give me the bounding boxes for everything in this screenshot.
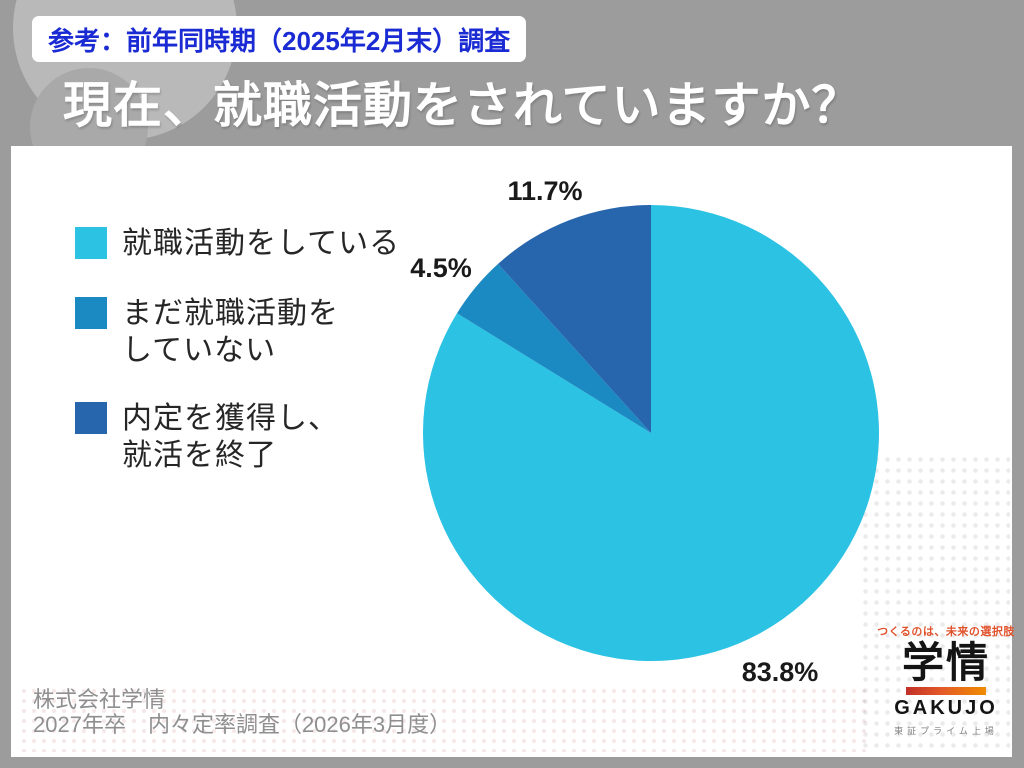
logo-gradient-bar — [906, 687, 986, 695]
legend-item-finished: 内定を獲得し、 就活を終了 — [75, 400, 339, 474]
legend-item-active: 就職活動をしている — [75, 225, 400, 262]
pie-label-finished: 11.7% — [507, 176, 583, 206]
legend-label-line: 就活を終了 — [122, 439, 277, 472]
reference-badge-text: 参考：前年同時期（2025年2月末）調査 — [48, 25, 511, 56]
pie-label-not-started: 4.5% — [410, 253, 472, 283]
source-survey: 2027年卒 内々定率調査（2026年3月度） — [33, 712, 452, 737]
source-company: 株式会社学情 — [33, 687, 166, 712]
slide-title: 現在、就職活動をされていますか？ — [63, 79, 862, 133]
legend-item-not-started: まだ就職活動を していない — [75, 295, 339, 369]
logo-name-en: GAKUJO — [894, 697, 998, 719]
pie-slice-1 — [456, 263, 651, 433]
reference-badge: 参考：前年同時期（2025年2月末）調査 — [32, 16, 527, 62]
legend-label-not-started: まだ就職活動を していない — [122, 295, 339, 369]
logo-name-jp: 学情 — [901, 639, 990, 686]
chart-panel: 就職活動をしている まだ就職活動を していない 内定を獲得し、 就活を終了 83… — [11, 146, 1014, 757]
legend-swatch-finished — [75, 402, 107, 434]
legend-swatch-not-started — [75, 297, 107, 329]
legend-swatch-active — [75, 227, 107, 259]
pie-slice-0 — [423, 205, 879, 661]
pie-label-active: 83.8% — [741, 657, 819, 687]
legend-label-finished: 内定を獲得し、 就活を終了 — [122, 400, 339, 474]
source-note: 株式会社学情 2027年卒 内々定率調査（2026年3月度） — [33, 687, 451, 737]
pie-chart — [423, 205, 879, 661]
logo-tagline: つくるのは、未来の選択肢 — [877, 626, 1015, 638]
legend-label-line: していない — [122, 334, 277, 367]
logo-listing: 東証プライム上場 — [894, 726, 998, 736]
legend-label-active: 就職活動をしている — [122, 227, 401, 260]
gakujo-logo: つくるのは、未来の選択肢 学情 GAKUJO 東証プライム上場 — [871, 623, 1021, 737]
legend-label-line: まだ就職活動を — [122, 297, 339, 330]
legend-label-line: 内定を獲得し、 — [122, 402, 339, 435]
pie-slice-2 — [498, 205, 651, 433]
